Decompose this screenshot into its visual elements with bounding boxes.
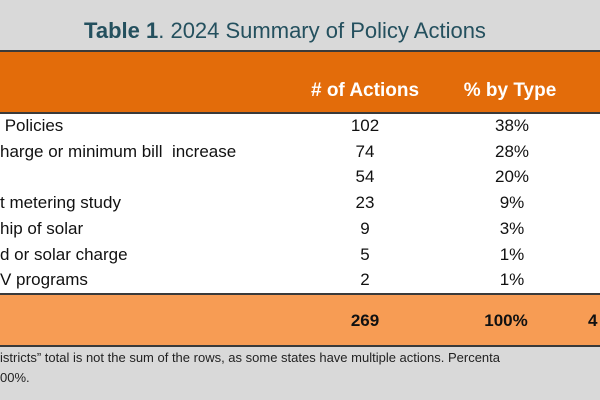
table-body (0, 114, 600, 293)
row-label: harge or minimum bill increase (0, 141, 237, 161)
divider (0, 50, 600, 52)
row-actions: 54 (355, 167, 375, 187)
total-pct: 100% (484, 311, 528, 330)
total-extra: 4 (588, 311, 598, 330)
row-label: d or solar charge (0, 244, 128, 264)
row-label: V programs (0, 270, 88, 290)
table-title: Table 1. 2024 Summary of Policy Actions (0, 18, 570, 44)
row-pct: 38% (494, 116, 530, 135)
row-pct: 20% (494, 167, 530, 187)
row-pct: 28% (494, 141, 530, 161)
row-label: hip of solar (0, 218, 84, 238)
total-actions: 269 (350, 311, 380, 330)
row-actions: 5 (360, 244, 370, 264)
row-actions: 102 (350, 116, 380, 135)
total-row (0, 295, 600, 345)
table-caption: . 2024 Summary of Policy Actions (158, 18, 486, 43)
row-actions: 2 (360, 270, 370, 290)
row-actions: 9 (360, 218, 370, 238)
row-pct: 9% (499, 193, 525, 213)
row-actions: 23 (355, 193, 375, 213)
row-pct: 1% (499, 244, 525, 264)
divider (0, 293, 600, 295)
column-header-pct: % by Type (463, 80, 557, 101)
table-number: Table 1 (84, 18, 159, 43)
footnote-line-2: 00%. (0, 370, 30, 385)
row-actions: 74 (355, 141, 375, 161)
divider (0, 345, 600, 347)
row-pct: 3% (499, 218, 525, 238)
column-header-actions: # of Actions (310, 80, 420, 101)
row-label: t metering study (0, 193, 121, 213)
divider (0, 112, 600, 114)
footnote-line-1: istricts” total is not the sum of the ro… (0, 350, 500, 365)
row-pct: 1% (499, 270, 525, 290)
row-label: Policies (0, 116, 64, 135)
table-header (0, 52, 600, 112)
